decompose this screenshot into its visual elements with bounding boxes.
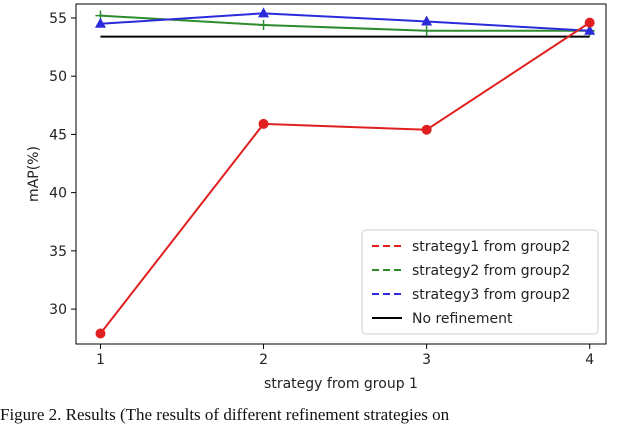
y-axis-label: mAP(%) (26, 146, 42, 202)
data-point (94, 17, 106, 28)
legend-label: No refinement (412, 311, 513, 327)
x-axis-label: strategy from group 1 (264, 376, 418, 392)
data-point (584, 24, 596, 35)
data-point (421, 15, 433, 26)
x-tick-label: 2 (259, 352, 268, 368)
y-tick-label: 50 (49, 69, 67, 85)
series-line (100, 12, 590, 32)
data-point (258, 19, 269, 30)
data-point (258, 7, 270, 18)
legend-box (361, 229, 599, 335)
x-tick-label: 4 (585, 352, 594, 368)
y-tick-label: 30 (49, 302, 67, 318)
figure-caption: Figure 2. Results (The results of differ… (0, 405, 450, 424)
y-tick-label: 35 (49, 244, 67, 260)
data-point (95, 328, 106, 339)
series-line (99, 21, 591, 335)
data-point (421, 124, 432, 135)
legend-label: strategy1 from group2 (412, 239, 570, 255)
series-layer (94, 7, 596, 339)
series-1 (95, 17, 595, 339)
data-point (421, 25, 432, 36)
y-axis-ticks: 30 35 40 45 50 55 (49, 11, 76, 318)
y-tick-label: 40 (49, 186, 67, 202)
series-line (100, 14, 590, 32)
data-point (258, 118, 269, 129)
x-tick-label: 3 (422, 352, 431, 368)
legend-label: strategy2 from group2 (412, 263, 570, 279)
x-axis-ticks: 1 2 3 4 (96, 344, 594, 368)
y-tick-label: 45 (49, 127, 67, 143)
legend-label: strategy3 from group2 (412, 287, 570, 303)
series-3 (94, 7, 596, 35)
x-tick-label: 1 (96, 352, 105, 368)
legend: strategy1 from group2 strategy2 from grou… (361, 229, 599, 335)
data-point (584, 17, 595, 28)
y-tick-label: 55 (49, 11, 67, 27)
